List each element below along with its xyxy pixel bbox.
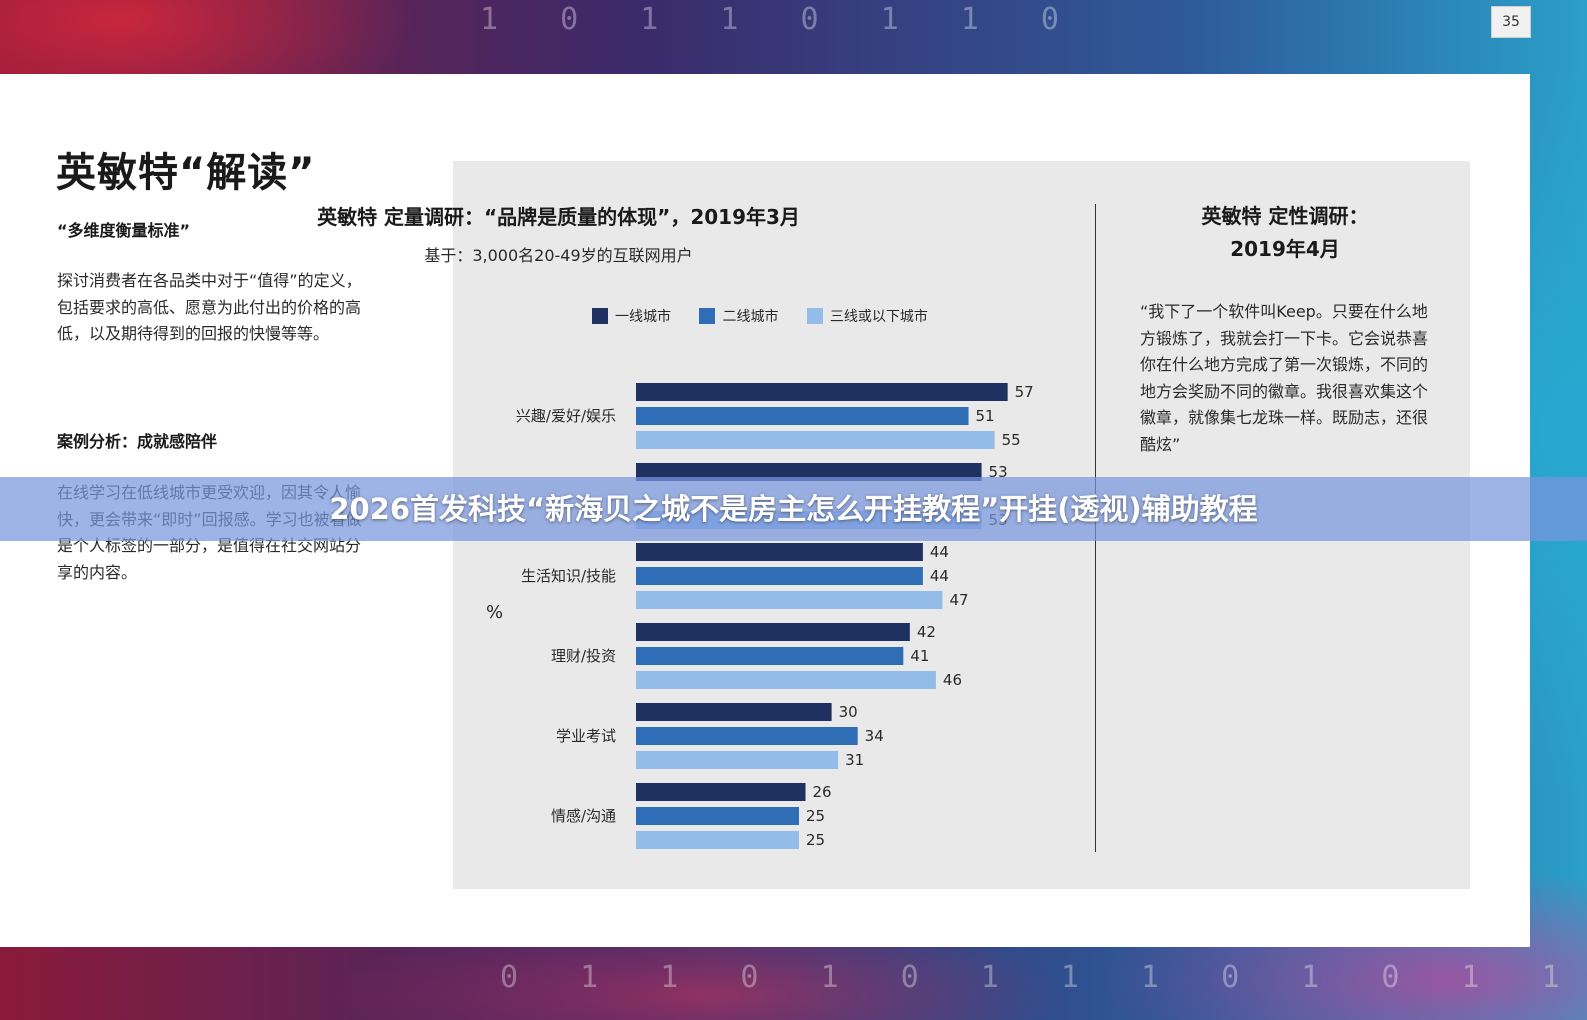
bar-2-3 bbox=[636, 567, 923, 585]
legend-swatch-tier3 bbox=[806, 308, 823, 324]
bar-1-1 bbox=[636, 383, 1008, 401]
legend-label-tier2: 二线城市 bbox=[722, 309, 779, 325]
legend-item-tier2: 二线城市 bbox=[699, 306, 778, 326]
data-label: 53 bbox=[989, 463, 1008, 481]
chart-subtitle: 基于：3,000名20-49岁的互联网用户 bbox=[424, 246, 693, 265]
watermark-banner-text: 2026首发科技“新海贝之城不是房主怎么开挂教程”开挂(透视)辅助教程 bbox=[329, 492, 1258, 526]
bar-2-4 bbox=[636, 647, 904, 665]
bar-1-3 bbox=[636, 543, 923, 561]
bar-1-4 bbox=[636, 623, 910, 641]
data-label: 51 bbox=[976, 407, 995, 425]
legend-label-tier1: 一线城市 bbox=[615, 309, 671, 325]
legend-item-tier1: 一线城市 bbox=[592, 306, 671, 326]
data-label: 25 bbox=[806, 807, 825, 825]
data-label: 55 bbox=[1002, 431, 1021, 449]
bar-2-6 bbox=[636, 807, 799, 825]
data-label: 47 bbox=[949, 591, 968, 609]
category-label: 情感/沟通 bbox=[551, 807, 616, 825]
unit-label: % bbox=[486, 602, 503, 623]
page-number: 35 bbox=[1491, 6, 1531, 38]
bar-1-5 bbox=[636, 703, 832, 721]
qualitative-title-line2: 2019年4月 bbox=[1230, 237, 1340, 261]
bar-3-5 bbox=[636, 751, 839, 769]
data-label: 42 bbox=[917, 623, 936, 641]
bar-1-6 bbox=[636, 783, 806, 801]
bar-1-2 bbox=[636, 463, 982, 481]
bar-chart: %兴趣/爱好/娱乐5751555353生活知识/技能444447理财/投资424… bbox=[486, 383, 1034, 849]
watermark-banner bbox=[0, 477, 1587, 541]
background-digits-bottom: 0 1 1 0 1 0 1 1 1 0 1 0 1 1 0 bbox=[500, 960, 1587, 995]
category-label: 生活知识/技能 bbox=[521, 567, 616, 585]
category-label: 学业考试 bbox=[556, 727, 616, 745]
data-label: 41 bbox=[910, 647, 929, 665]
bar-2-5 bbox=[636, 727, 858, 745]
page-title: 英敏特“解读” bbox=[56, 150, 316, 196]
qualitative-quote: “我下了一个软件叫Keep。只要在什么地方锻炼了，我就会打一下卡。它会说恭喜你在… bbox=[1140, 302, 1429, 454]
legend-label-tier3: 三线或以下城市 bbox=[829, 309, 928, 325]
intro-paragraph: 探讨消费者在各品类中对于“值得”的定义，包括要求的高低、愿意为此付出的价格的高低… bbox=[57, 271, 362, 343]
bar-2-1 bbox=[636, 407, 969, 425]
legend-item-tier3: 三线或以下城市 bbox=[806, 306, 928, 326]
legend-swatch-tier2 bbox=[699, 308, 716, 324]
category-label: 理财/投资 bbox=[551, 647, 616, 665]
background-digits-top: 1 0 1 1 0 1 1 0 bbox=[480, 2, 1081, 37]
data-label: 26 bbox=[813, 783, 832, 801]
data-label: 30 bbox=[839, 703, 858, 721]
data-label: 25 bbox=[806, 831, 825, 849]
bar-3-6 bbox=[636, 831, 799, 849]
data-label: 57 bbox=[1015, 383, 1034, 401]
qualitative-title: 英敏特 定性调研： 2019年4月 bbox=[1130, 200, 1440, 266]
case-heading: 案例分析：成就感陪伴 bbox=[57, 432, 218, 451]
bar-3-4 bbox=[636, 671, 936, 689]
legend-swatch-tier1 bbox=[592, 308, 608, 324]
data-label: 34 bbox=[865, 727, 884, 745]
category-label: 兴趣/爱好/娱乐 bbox=[516, 407, 616, 425]
data-label: 44 bbox=[930, 567, 949, 585]
bar-3-1 bbox=[636, 431, 995, 449]
data-label: 46 bbox=[943, 671, 962, 689]
qualitative-title-line1: 英敏特 定性调研： bbox=[1201, 204, 1369, 228]
data-label: 31 bbox=[845, 751, 864, 769]
chart-title: 英敏特 定量调研：“品牌是质量的体现”，2019年3月 bbox=[317, 205, 800, 229]
section-subtitle: “多维度衡量标准” bbox=[57, 221, 191, 240]
chart-legend: 一线城市 二线城市 三线或以下城市 bbox=[592, 306, 952, 326]
bar-3-3 bbox=[636, 591, 943, 609]
data-label: 44 bbox=[930, 543, 949, 561]
